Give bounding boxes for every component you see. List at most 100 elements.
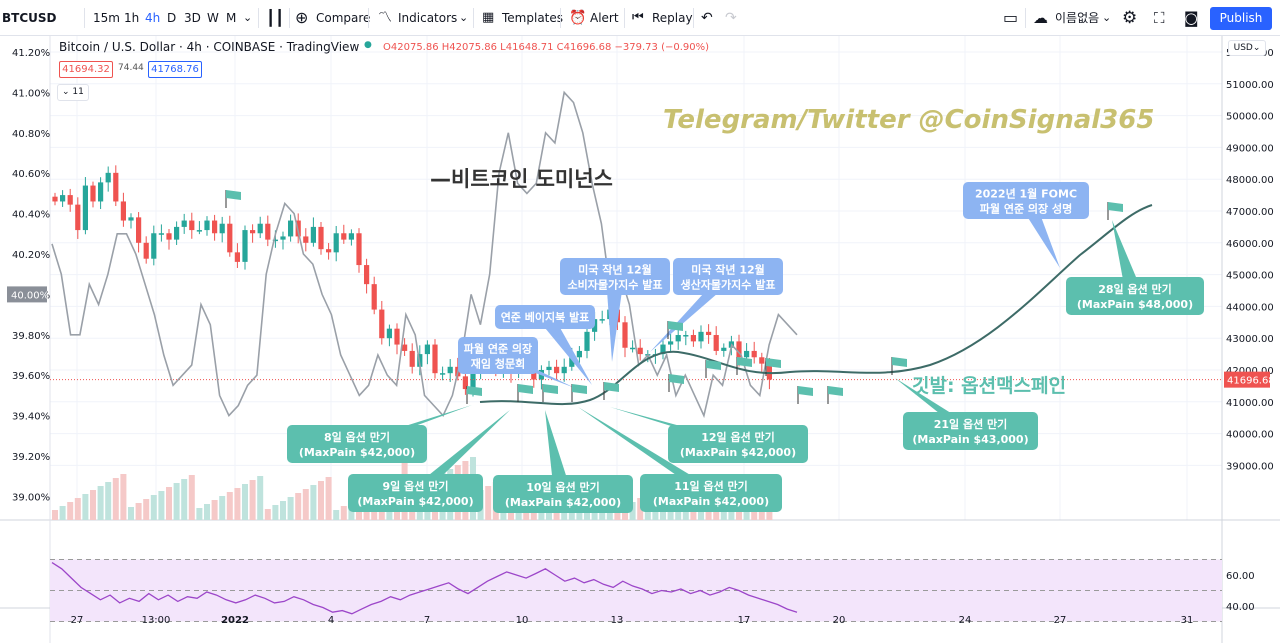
callout-beige-book-pointer — [536, 317, 592, 385]
interval-15m[interactable]: 15m — [93, 11, 120, 25]
callout-expiry-8-line2: (MaxPain $42,000) — [299, 446, 415, 459]
price-tick: 40000.00 — [1226, 430, 1274, 441]
candle-body — [143, 242, 149, 259]
candle-body — [698, 331, 704, 342]
indicators-icon[interactable]: 〽 — [378, 10, 392, 26]
callout-expiry-21-line1: 21일 옵션 만기 — [934, 417, 1008, 431]
callout-expiry-11-pointer — [578, 407, 720, 493]
layout-name[interactable]: 이름없음 — [1055, 11, 1100, 25]
volume-bar — [264, 509, 271, 520]
chevron-down-icon[interactable]: ⌄ — [1102, 11, 1112, 24]
callout-cpi-line2: 소비자물가지수 발표 — [568, 278, 663, 292]
volume-bar — [257, 476, 264, 520]
interval-d[interactable]: D — [167, 11, 177, 25]
interval-4h[interactable]: 4h — [145, 11, 161, 25]
interval-w[interactable]: W — [207, 11, 219, 25]
candle-style-icon[interactable]: ┃┃ — [266, 9, 285, 27]
replay-icon[interactable]: ⏮ — [632, 10, 644, 25]
volume-bar — [143, 499, 150, 520]
callout-expiry-8 — [287, 425, 427, 463]
callout-expiry-28 — [1066, 277, 1204, 315]
volume-bar — [74, 498, 81, 520]
flag-icon — [572, 384, 587, 394]
dominance-tick: 40.80% — [12, 129, 50, 140]
volume-bar — [690, 507, 697, 520]
flags — [225, 190, 1123, 404]
callout-beige-book — [495, 305, 595, 329]
cloud-icon[interactable]: ☁ — [1033, 9, 1048, 27]
candle-body — [120, 201, 126, 221]
publish-button[interactable]: Publish — [1210, 7, 1272, 30]
candle-body — [683, 335, 689, 337]
interval-3d[interactable]: 3D — [184, 11, 201, 25]
flag-icon — [518, 384, 533, 394]
time-tick: 24 — [959, 615, 972, 626]
candle-body — [432, 344, 438, 374]
callout-expiry-12 — [668, 425, 808, 463]
volume-bar — [166, 487, 172, 520]
volume-bar — [211, 500, 218, 520]
volume-bar — [295, 493, 302, 520]
divider — [368, 8, 369, 28]
callout-expiry-10 — [493, 475, 633, 513]
redo-icon[interactable]: ↷ — [725, 10, 737, 26]
divider — [1025, 8, 1026, 28]
replay-button[interactable]: Replay — [652, 11, 693, 25]
alert-button[interactable]: Alert — [590, 11, 619, 25]
candle-body — [318, 226, 324, 250]
spread: 74.44 — [118, 63, 144, 73]
candle-body — [333, 233, 339, 253]
chevron-down-icon[interactable]: ⌄ — [243, 11, 253, 24]
candle-body — [136, 217, 142, 243]
volume-bar — [188, 475, 195, 520]
callout-expiry-12-line2: (MaxPain $42,000) — [680, 446, 796, 459]
candle-body — [713, 335, 719, 351]
callout-expiry-10-pointer — [545, 410, 572, 494]
price-tick: 44000.00 — [1226, 302, 1274, 313]
templates-button[interactable]: Templates — [502, 11, 564, 25]
indicators-button[interactable]: Indicators — [398, 11, 458, 25]
interval-m[interactable]: M — [226, 11, 237, 25]
plus-circle-icon[interactable]: ⊕ — [295, 8, 309, 27]
fullscreen-icon[interactable]: ⛶ — [1154, 9, 1165, 27]
compare-button[interactable]: Compare — [316, 11, 371, 25]
candle-body — [257, 223, 263, 234]
last-price-label: 41696.68 — [1227, 376, 1275, 387]
candle-body — [196, 230, 202, 232]
flag-icon — [766, 358, 781, 368]
camera-icon[interactable]: ◙ — [1184, 9, 1199, 27]
dominance-tick: 40.20% — [12, 250, 50, 261]
max-pain-forecast — [479, 204, 1153, 406]
chevron-down-icon[interactable]: ⌄ — [459, 11, 469, 24]
templates-icon[interactable]: ▦ — [482, 10, 495, 25]
gear-icon[interactable]: ⚙ — [1122, 8, 1138, 28]
candle-body — [151, 233, 157, 259]
live-dot-icon: ● — [364, 40, 372, 50]
time-tick: 17 — [738, 615, 751, 626]
time-tick: 27 — [71, 615, 84, 626]
candle-body — [668, 341, 674, 345]
flag-icon — [543, 384, 558, 394]
layout-icon[interactable]: ▭ — [1003, 8, 1019, 27]
sell-price[interactable]: 41694.32 — [59, 61, 113, 78]
callout-expiry-10-line1: 10일 옵션 만기 — [526, 480, 600, 494]
candle-body — [90, 185, 96, 202]
volume-bar — [302, 489, 309, 520]
candle-body — [409, 350, 415, 367]
candle-body — [326, 249, 332, 253]
currency-selector[interactable]: USD⌄ — [1228, 40, 1266, 56]
interval-1h[interactable]: 1h — [124, 11, 140, 25]
undo-icon[interactable]: ↶ — [701, 10, 713, 26]
candle-body — [736, 341, 742, 358]
symbol-search[interactable]: BTCUSD — [2, 11, 57, 25]
legend-collapse[interactable]: ⌄ 11 — [57, 84, 89, 101]
candle-body — [447, 366, 453, 374]
buy-price[interactable]: 41768.76 — [148, 61, 202, 78]
flag-icon — [1108, 202, 1123, 212]
divider — [693, 8, 694, 28]
callout-beige-book-line1: 연준 베이지북 발표 — [501, 310, 590, 324]
alarm-clock-icon[interactable]: ⏰ — [569, 10, 587, 26]
volume-bar — [318, 481, 324, 520]
candle-body — [181, 220, 187, 227]
